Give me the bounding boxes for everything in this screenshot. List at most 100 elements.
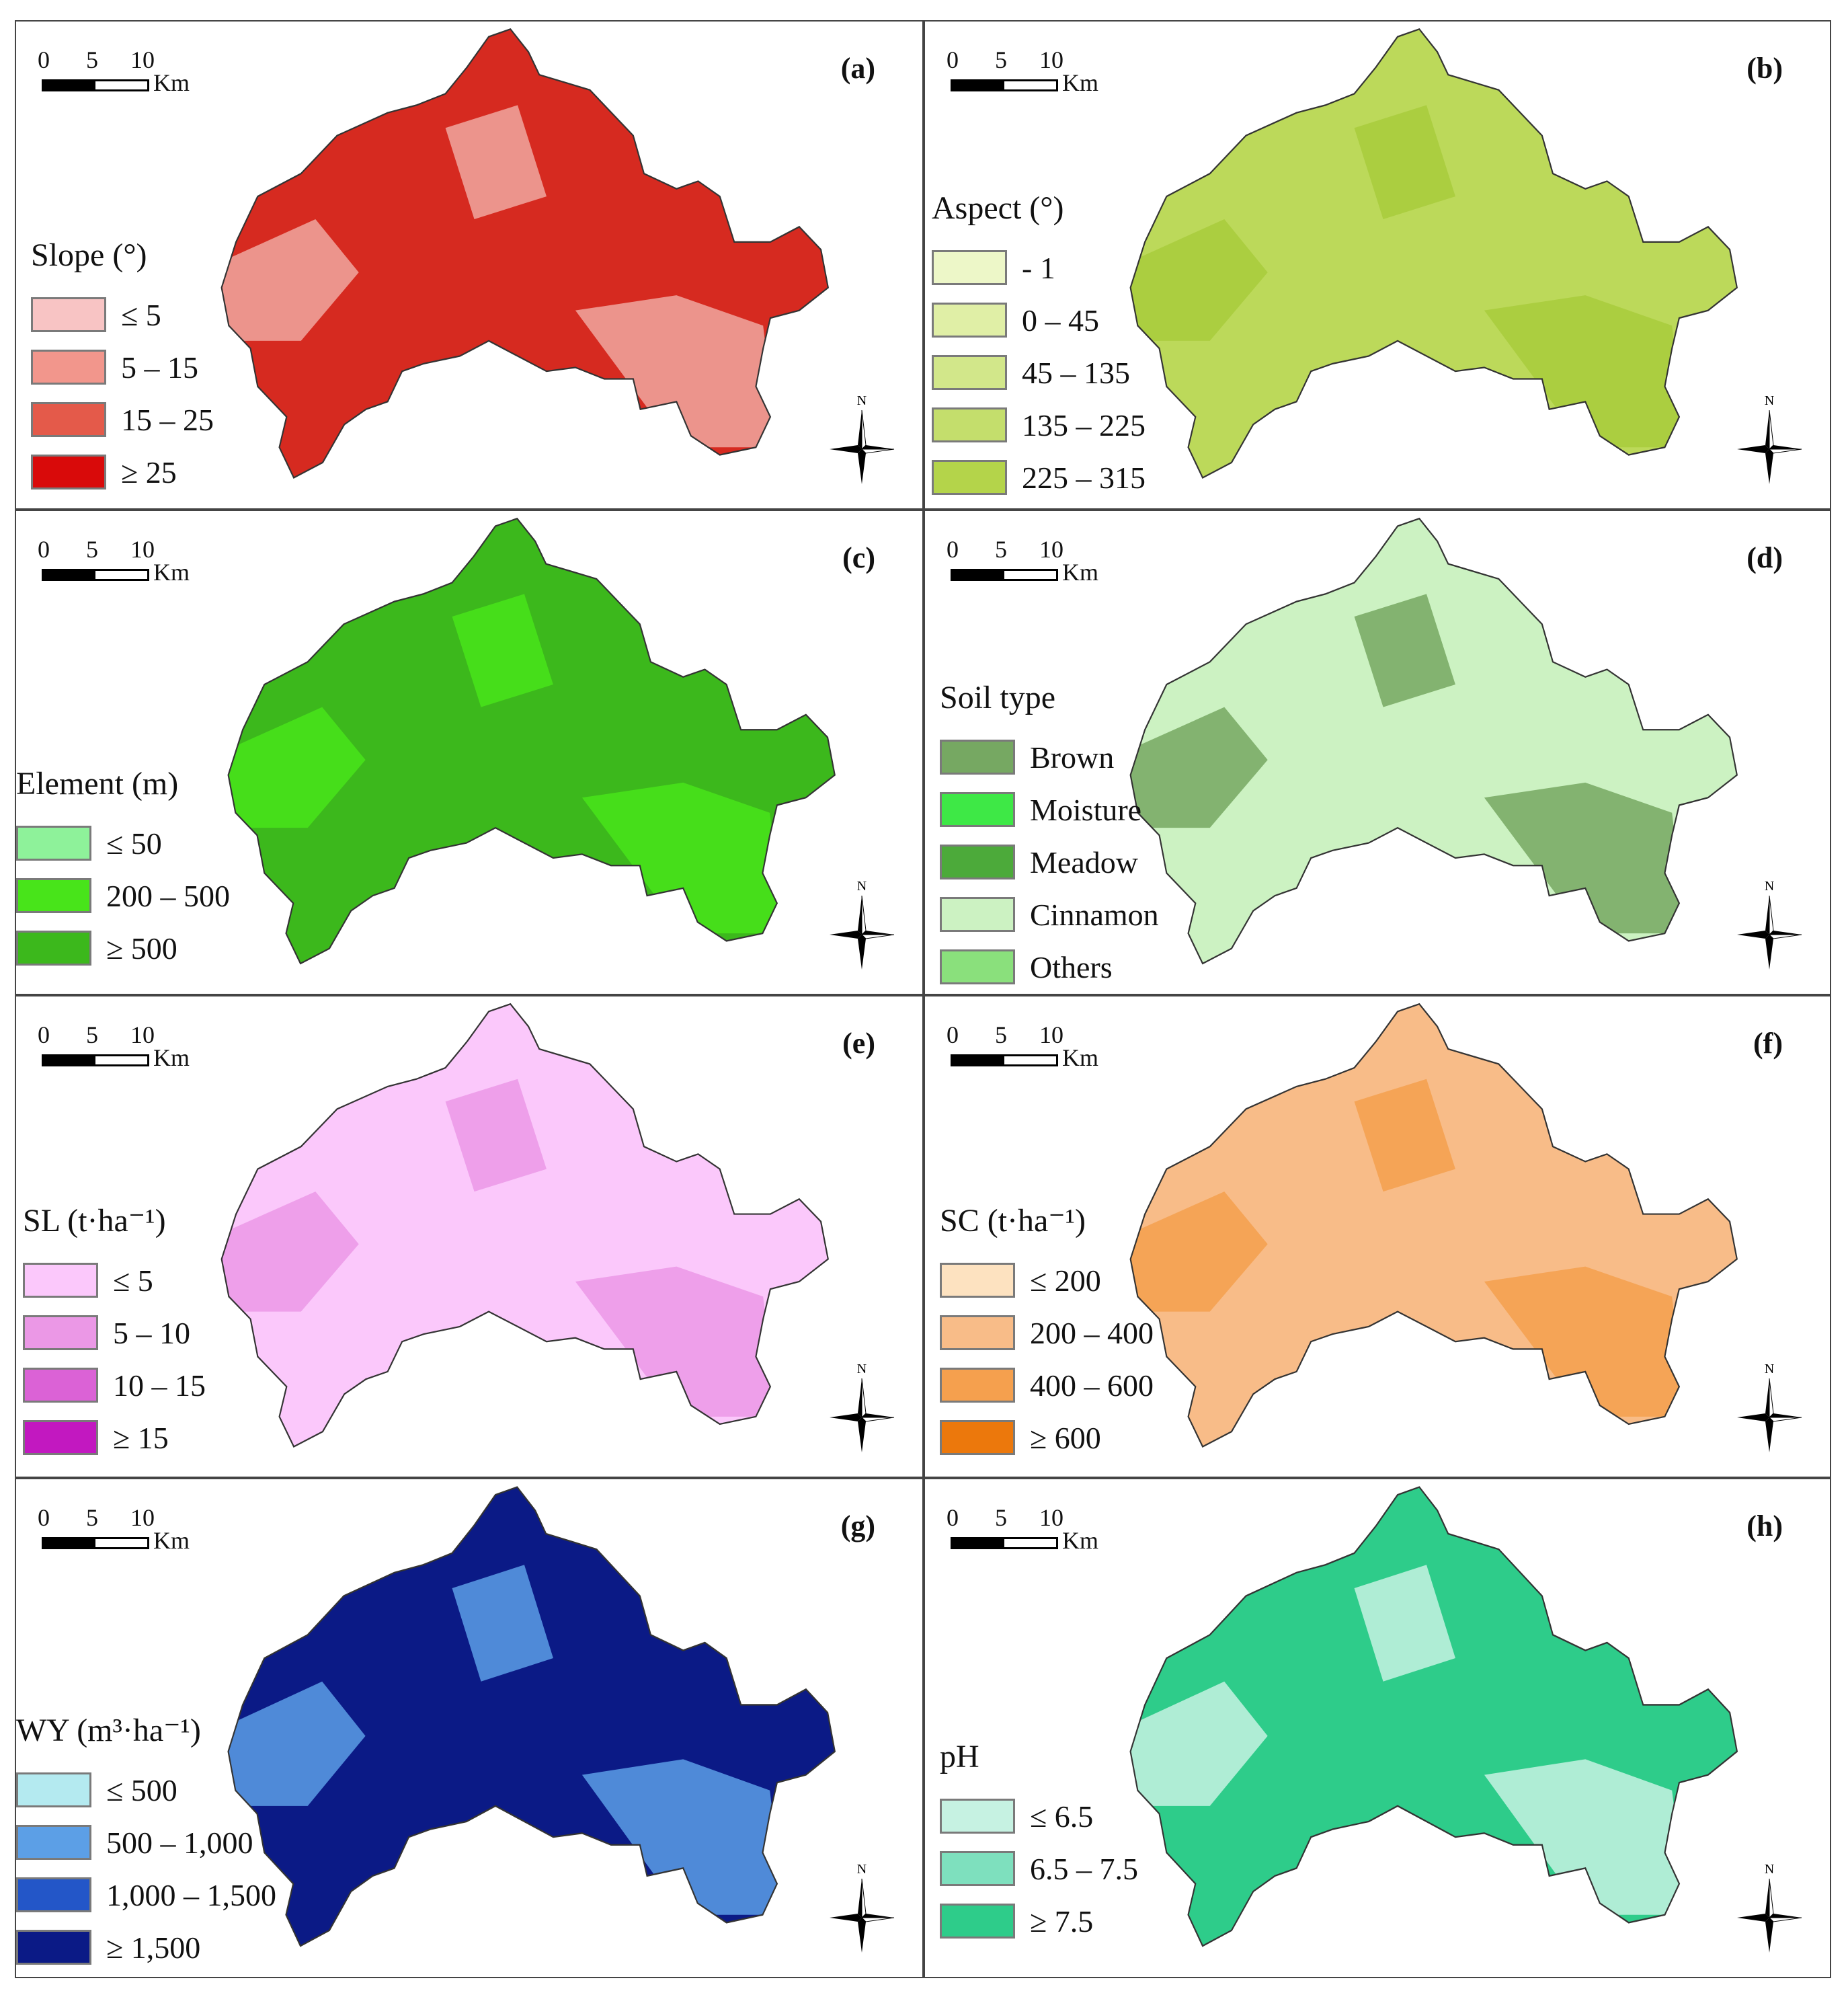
legend-title: SC (t·ha⁻¹) <box>940 1203 1086 1239</box>
legend-swatch <box>940 897 1015 932</box>
class-zone <box>575 295 778 448</box>
north-arrow-icon: N <box>1737 1862 1802 1953</box>
watershed-boundary <box>220 28 830 479</box>
scale-unit: Km <box>1062 69 1098 96</box>
legend-label: ≤ 200 <box>1030 1263 1101 1298</box>
north-label: N <box>857 1862 867 1877</box>
watershed-boundary <box>1129 1486 1738 1947</box>
scale-unit: Km <box>1062 1527 1098 1554</box>
legend-item: ≥ 500 <box>16 922 230 974</box>
north-arrow-icon: N <box>1737 1362 1802 1452</box>
legend-label: - 1 <box>1022 250 1055 285</box>
legend: Aspect (°) - 1 0 – 45 45 – 135 135 – 225 225 … <box>932 190 1146 508</box>
legend-swatch <box>940 1420 1015 1455</box>
legend-swatch <box>16 931 91 966</box>
watershed-map <box>1129 517 1738 965</box>
legend-label: 135 – 225 <box>1022 407 1146 442</box>
class-zone <box>1354 1079 1455 1192</box>
map-panel-b: 0 5 10 Km (b) Aspect (°) - 1 0 – 45 45 – 135 135 … <box>924 20 1831 510</box>
class-zone <box>221 1191 359 1312</box>
watershed-boundary <box>1129 1003 1738 1448</box>
legend-item: 10 – 15 <box>23 1359 206 1411</box>
legend-item: ≥ 600 <box>940 1411 1154 1464</box>
legend-label: 500 – 1,000 <box>106 1825 253 1860</box>
scale-tick-label: 10 <box>1039 536 1063 563</box>
north-arrow-icon: N <box>1737 393 1802 484</box>
scale-bar: 0 5 10 Km <box>36 535 225 602</box>
north-label: N <box>1765 1362 1774 1376</box>
legend-swatch <box>932 303 1007 338</box>
scale-tick-label: 5 <box>995 1504 1007 1531</box>
panel-label: (a) <box>840 52 875 85</box>
legend-item: 6.5 – 7.5 <box>940 1842 1138 1895</box>
watershed-boundary <box>220 1003 829 1448</box>
map-panel-d: 0 5 10 Km (d) Soil type Brown Moisture Meadow Cin… <box>924 510 1831 995</box>
legend-swatch <box>940 845 1015 879</box>
class-zone <box>228 1681 366 1806</box>
legend-swatch <box>932 460 1007 495</box>
legend-label: Brown <box>1030 740 1115 775</box>
legend-label: 200 – 500 <box>106 878 230 913</box>
legend-label: ≥ 15 <box>113 1420 169 1455</box>
scale-bar: 0 5 10 Km <box>945 535 1133 602</box>
north-label: N <box>1765 1862 1774 1877</box>
legend-item: 200 – 500 <box>16 869 230 922</box>
north-arrow-icon: N <box>1737 879 1802 970</box>
scale-tick-label: 5 <box>995 1021 1007 1048</box>
legend-swatch <box>31 402 106 437</box>
legend-swatch <box>932 407 1007 442</box>
legend-item: ≤ 50 <box>16 817 230 869</box>
north-label: N <box>857 879 867 894</box>
class-zone <box>228 707 366 828</box>
legend-swatch <box>940 949 1015 984</box>
legend-swatch <box>16 878 91 913</box>
watershed-boundary <box>1129 28 1738 479</box>
legend-swatch <box>31 350 106 385</box>
legend-item: ≥ 15 <box>23 1411 206 1464</box>
legend-label: 5 – 15 <box>121 350 198 385</box>
legend-label: ≥ 500 <box>106 931 177 966</box>
legend-item: 315 – 360 <box>932 504 1146 508</box>
legend-swatch <box>16 826 91 861</box>
scale-tick-label: 0 <box>38 46 50 73</box>
scale-unit: Km <box>1062 559 1098 586</box>
legend-label: 0 – 45 <box>1022 303 1099 338</box>
scale-tick-label: 10 <box>1039 46 1063 73</box>
scale-bar: 0 5 10 Km <box>36 1021 225 1088</box>
legend-item: Others <box>940 941 1159 993</box>
watershed-map <box>227 1486 836 1947</box>
map-panel-a: 0 5 10 Km (a) Slope (°) ≤ 5 5 – 15 15 – 25 ≥ 25 N <box>15 20 924 510</box>
scale-tick-label: 10 <box>1039 1021 1063 1048</box>
legend-item: ≤ 200 <box>940 1254 1154 1306</box>
watershed-map <box>1129 1003 1738 1448</box>
scale-bar-graphic <box>42 1054 149 1066</box>
panel-label: (h) <box>1746 1510 1783 1542</box>
class-zone <box>1354 1565 1455 1682</box>
panel-label: (c) <box>842 541 875 574</box>
legend-swatch <box>23 1368 98 1403</box>
legend-swatch <box>940 1368 1015 1403</box>
map-panel-e: 0 5 10 Km (e) SL (t·ha⁻¹) ≤ 5 5 – 10 10 – 15 ≥ 15… <box>15 995 924 1478</box>
scale-tick-label: 10 <box>1039 1504 1063 1531</box>
class-zone <box>1484 782 1687 934</box>
scale-unit: Km <box>153 1527 190 1554</box>
scale-bar: 0 5 10 Km <box>36 46 225 113</box>
watershed-map <box>1129 28 1738 479</box>
legend-item: Moisture <box>940 783 1159 836</box>
scale-bar-graphic <box>42 569 149 581</box>
legend-item: 45 – 135 <box>932 346 1146 399</box>
class-zone <box>1354 594 1455 707</box>
map-panel-g: 0 5 10 Km (g) WY (m³·ha⁻¹) ≤ 500 500 – 1,000 1,0… <box>15 1478 924 1978</box>
legend-item: 225 – 315 <box>932 451 1146 504</box>
panel-label: (b) <box>1746 52 1783 85</box>
scale-bar: 0 5 10 Km <box>945 46 1133 113</box>
class-zone <box>1484 295 1687 448</box>
scale-bar-graphic <box>42 1537 149 1549</box>
legend-title: Soil type <box>940 680 1056 715</box>
watershed-map <box>220 1003 829 1448</box>
legend-label: 45 – 135 <box>1022 355 1130 390</box>
north-arrow-icon: N <box>830 879 895 970</box>
legend-label: 6.5 – 7.5 <box>1030 1851 1138 1886</box>
legend-swatch <box>940 740 1015 775</box>
north-arrow-icon: N <box>830 393 895 484</box>
